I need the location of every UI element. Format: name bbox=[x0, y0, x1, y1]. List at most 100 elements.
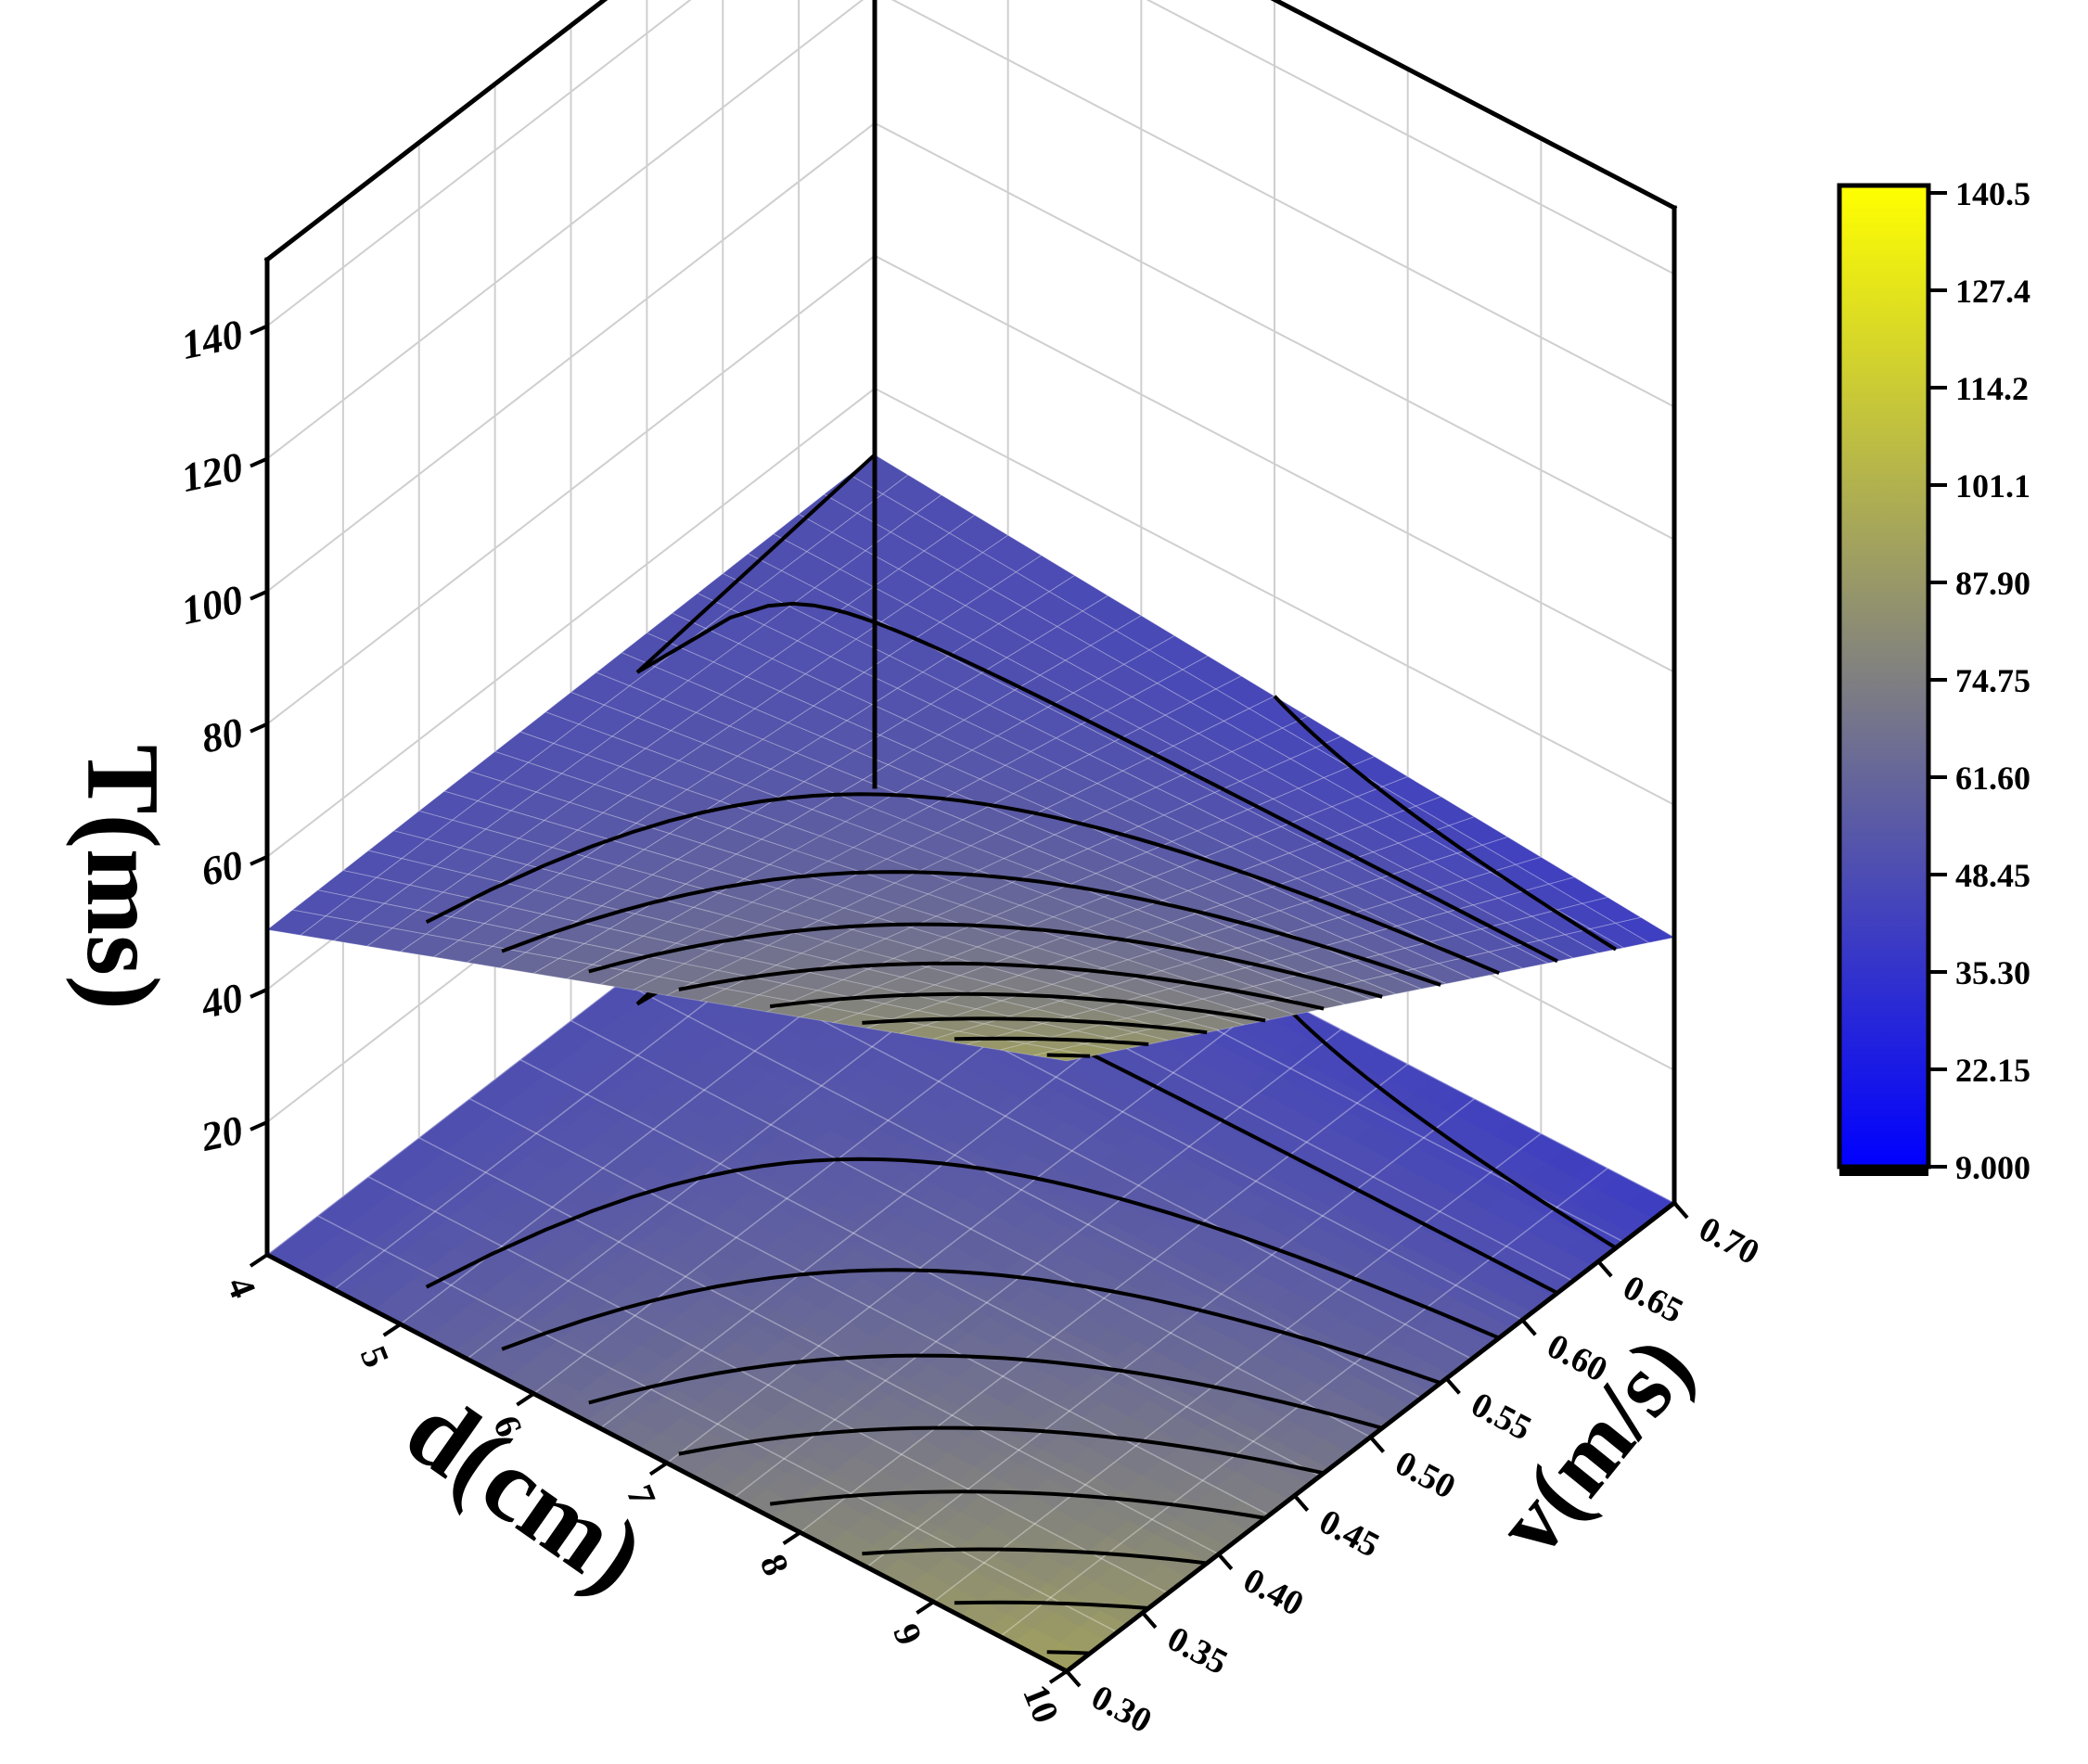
surface-contour-line bbox=[862, 1016, 1208, 1035]
floor-contour-line bbox=[1273, 993, 1618, 1250]
y-tick bbox=[1596, 1259, 1613, 1278]
colorbar-tick-label: 48.45 bbox=[1955, 857, 2030, 894]
top-right-edge bbox=[1270, 0, 1678, 211]
floor-contour-line bbox=[501, 1268, 1441, 1386]
x-tick-label: 8 bbox=[752, 1549, 798, 1581]
surface-contour-line bbox=[501, 870, 1441, 987]
surface-patch bbox=[1487, 945, 1549, 969]
floor-contour-line bbox=[425, 1157, 1500, 1340]
colorbar-tick-label: 74.75 bbox=[1955, 662, 2030, 699]
surface-contour-line bbox=[769, 991, 1266, 1023]
colorbar-tick-label: 127.4 bbox=[1955, 273, 2030, 310]
colorbar-tick-label: 101.1 bbox=[1955, 467, 2030, 505]
y-tick bbox=[1217, 1553, 1234, 1571]
x-tick-label: 9 bbox=[885, 1617, 930, 1650]
surface-contour-line bbox=[425, 792, 1500, 976]
z-tick-label: 60 bbox=[198, 842, 247, 895]
floor-gridline bbox=[999, 1167, 1608, 1638]
y-tick bbox=[1293, 1494, 1310, 1512]
surface-contour-line bbox=[1273, 695, 1618, 952]
floor-contour-line bbox=[862, 1547, 1208, 1566]
colorbar-gradient bbox=[1837, 183, 1931, 1170]
z-tick bbox=[250, 988, 268, 999]
z-tick bbox=[250, 456, 268, 468]
floor-contour-line bbox=[588, 1353, 1383, 1430]
floor-contour-line bbox=[954, 1600, 1149, 1610]
z-tick bbox=[250, 324, 268, 336]
colorbar-tick-label: 22.15 bbox=[1955, 1052, 2030, 1089]
x-tick bbox=[782, 1530, 801, 1545]
z-tick-label: 100 bbox=[177, 577, 247, 634]
z-axis-label: T(ms) bbox=[65, 745, 180, 1010]
y-tick bbox=[1444, 1377, 1461, 1395]
y-tick-label: 0.55 bbox=[1465, 1385, 1537, 1448]
colorbar-tick-label: 87.90 bbox=[1955, 565, 2030, 602]
y-tick bbox=[1065, 1669, 1082, 1688]
surface-patch bbox=[1361, 974, 1423, 995]
x-tick bbox=[516, 1392, 535, 1407]
floor-gridline bbox=[468, 1098, 1270, 1516]
floor-contour-lines bbox=[425, 785, 1618, 1655]
z-tick-label: 40 bbox=[197, 975, 247, 1028]
surface-contour-lines bbox=[425, 453, 1618, 1058]
y-tick-label: 0.40 bbox=[1237, 1561, 1310, 1624]
floor-gridline bbox=[932, 1132, 1542, 1603]
x-tick bbox=[249, 1253, 269, 1268]
x-tick-label: 4 bbox=[219, 1271, 264, 1303]
z-tick-label: 20 bbox=[197, 1107, 247, 1160]
floor-gridline bbox=[570, 1019, 1371, 1438]
y-tick-label: 0.65 bbox=[1617, 1268, 1689, 1331]
floor-contour-line bbox=[678, 1425, 1325, 1476]
colorbar-tick-label: 35.30 bbox=[1955, 954, 2030, 991]
z-axis-ticks: 20 40 60 80 100 120 140 bbox=[177, 311, 268, 1160]
y-tick-label: 0.35 bbox=[1161, 1619, 1234, 1682]
colorbar-tick-label: 61.60 bbox=[1955, 760, 2030, 797]
colorbar-ticks: 140.5 127.4 114.2 101.1 87.90 74.75 61.60 48.45… bbox=[1928, 175, 2030, 1186]
x-tick bbox=[1048, 1669, 1069, 1684]
surface-contour-line bbox=[678, 961, 1325, 1011]
z-tick bbox=[250, 854, 268, 866]
x-tick bbox=[382, 1323, 402, 1337]
x-tick-label: 5 bbox=[352, 1340, 398, 1373]
surface-contour-line bbox=[954, 1036, 1149, 1046]
y-tick bbox=[1141, 1611, 1158, 1630]
surface-patch bbox=[1411, 963, 1474, 985]
colorbar-tick-label: 114.2 bbox=[1955, 370, 2029, 407]
floor-contour-line bbox=[1046, 1650, 1091, 1655]
floor-gridline bbox=[519, 1058, 1321, 1477]
x-tick bbox=[916, 1600, 935, 1615]
x-tick bbox=[648, 1461, 669, 1476]
z-tick bbox=[250, 1120, 268, 1131]
colorbar-bottom-cap bbox=[1839, 1167, 1928, 1176]
z-tick-label: 120 bbox=[177, 443, 247, 501]
z-tick-label: 140 bbox=[177, 311, 247, 368]
floor-gridline bbox=[418, 1137, 1220, 1555]
floor-gridline bbox=[621, 980, 1422, 1400]
surface-contour-line bbox=[635, 453, 1558, 964]
colorbar-tick-label: 9.000 bbox=[1955, 1149, 2030, 1186]
floor-gridline bbox=[733, 1029, 1342, 1499]
y-tick bbox=[1672, 1201, 1689, 1220]
floor-gridline bbox=[317, 1215, 1118, 1633]
z-tick bbox=[250, 589, 268, 601]
y-tick-label: 0.30 bbox=[1085, 1678, 1158, 1741]
surface-contour-line bbox=[588, 922, 1383, 999]
y-tick-label: 0.45 bbox=[1313, 1502, 1385, 1565]
y-tick bbox=[1368, 1436, 1386, 1453]
floor-gridline bbox=[866, 1098, 1475, 1568]
z-tick bbox=[250, 722, 268, 734]
y-tick-label: 0.50 bbox=[1389, 1443, 1461, 1506]
floor-gridline bbox=[367, 1176, 1169, 1594]
z-tick-label: 80 bbox=[198, 709, 247, 762]
colorbar-tick-label: 140.5 bbox=[1955, 175, 2030, 212]
y-tick-label: 0.70 bbox=[1693, 1209, 1765, 1272]
surface-patch bbox=[1310, 986, 1373, 1005]
floor-gridline bbox=[666, 993, 1275, 1464]
top-left-edge bbox=[263, 0, 608, 263]
floor-contour-line bbox=[769, 1489, 1266, 1520]
surface-contour-line bbox=[1046, 1053, 1091, 1058]
floor-gridline bbox=[800, 1063, 1409, 1533]
y-tick bbox=[1520, 1318, 1537, 1336]
